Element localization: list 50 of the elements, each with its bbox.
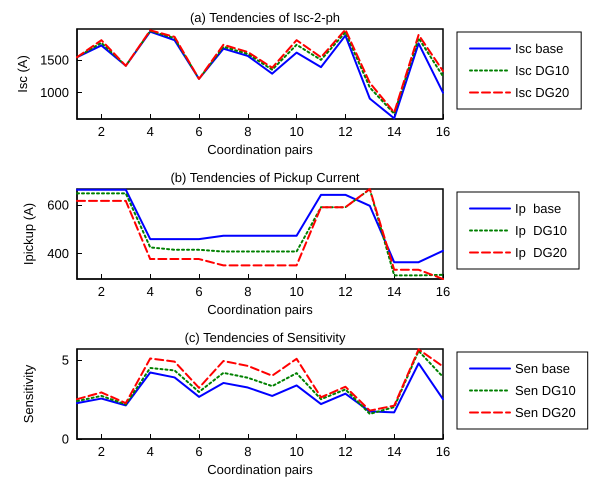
x-tick-label: 12 [338,124,353,139]
line-series [76,188,444,264]
x-tick-label: 6 [195,124,203,139]
x-tick-label: 10 [289,124,304,139]
y-axis-title: Sensitivity [21,364,36,424]
x-tick-label: 10 [289,284,304,299]
legend-label: Ip DG10 [515,223,568,238]
x-tick-label: 6 [195,444,203,459]
line-series [76,362,444,414]
x-tick-label: 12 [338,444,353,459]
y-tick-label: 600 [47,197,69,212]
x-tick-label: 14 [386,444,402,459]
x-axis-title: Coordination pairs [207,462,314,477]
x-tick-label: 4 [146,284,154,299]
legend-label: Sen DG20 [515,405,576,420]
x-tick-label: 8 [244,284,252,299]
chart-title: (b) Tendencies of Pickup Current [170,170,360,185]
y-axis-title: Isc (A) [15,55,30,93]
x-axis-title: Coordination pairs [207,302,314,317]
y-tick-label: 0 [62,432,69,446]
x-axis-title: Coordination pairs [207,142,314,157]
x-tick-label: 14 [386,124,402,139]
x-tick-label: 16 [436,284,450,299]
x-tick-label: 16 [436,124,450,139]
legend-label: Isc base [515,41,564,56]
x-tick-label: 12 [338,284,353,299]
chart-title: (c) Tendencies of Sensitivity [184,330,346,345]
legend-label: Isc DG20 [515,85,570,100]
x-tick-label: 8 [244,444,252,459]
legend-label: Sen base [515,361,570,376]
y-tick-label: 1000 [40,85,69,100]
x-tick-label: 2 [98,444,106,459]
x-tick-label: 16 [436,444,450,459]
x-tick-label: 2 [98,284,106,299]
x-tick-label: 4 [146,124,154,139]
y-axis-title: Ipickup (A) [21,202,36,266]
legend-label: Ip DG20 [515,245,568,260]
chart-title: (a) Tendencies of Isc-2-ph [190,10,340,25]
legend-label: Ip base [515,201,562,216]
legend-label: Sen DG10 [515,383,576,398]
x-tick-label: 4 [146,444,154,459]
legend-label: Isc DG10 [515,63,570,78]
x-tick-label: 2 [98,124,106,139]
x-tick-label: 10 [289,444,304,459]
x-tick-label: 6 [195,284,203,299]
y-tick-label: 1500 [40,52,69,68]
x-tick-label: 8 [244,124,252,139]
y-tick-label: 5 [62,352,69,368]
y-tick-label: 400 [47,246,69,261]
x-tick-label: 14 [386,284,402,299]
